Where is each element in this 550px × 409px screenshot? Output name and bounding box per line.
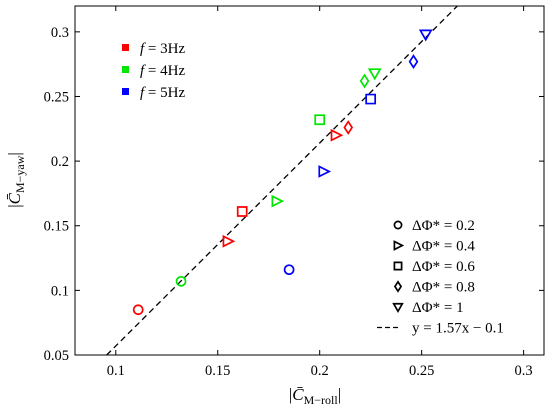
x-tick-label: 0.2 (311, 363, 329, 379)
data-points (132, 29, 433, 316)
x-tick-label: 0.25 (409, 363, 434, 379)
legend-color-label: f = 4Hz (140, 63, 185, 79)
x-tick-label: 0.3 (515, 363, 533, 379)
y-tick-label: 0.3 (51, 25, 69, 41)
legend-marker-label: ΔΦ* = 1 (412, 300, 464, 316)
plot-area (74, 5, 545, 356)
y-tick-label: 0.25 (44, 89, 69, 105)
y-tick-label: 0.15 (44, 219, 69, 235)
legend-marker-triangle-down (392, 302, 404, 314)
data-point-triangle-right (271, 194, 285, 208)
legend-color-swatch (122, 88, 129, 95)
data-point-square (365, 93, 377, 105)
data-point-triangle-right (330, 128, 344, 142)
data-point-square (314, 114, 326, 126)
legend-marker-label: ΔΦ* = 0.6 (412, 259, 475, 275)
legend-marker-label: ΔΦ* = 0.8 (412, 280, 475, 296)
y-tick-label: 0.1 (51, 283, 69, 299)
data-point-triangle-down (418, 29, 433, 42)
y-tick-label: 0.05 (44, 348, 69, 364)
fit-line-group (106, 5, 458, 356)
data-point-triangle-right (318, 165, 332, 178)
data-point-diamond (359, 73, 370, 89)
legend-marker-circle (393, 220, 403, 230)
legend-marker-diamond (393, 280, 403, 293)
legend-marker-square (393, 261, 403, 271)
y-axis-label: |C̄M−yaw| (5, 152, 27, 208)
legend-color-label: f = 5Hz (140, 85, 185, 101)
color-legend: f = 3Hz f = 4Hz f = 5Hz (122, 41, 185, 101)
axis-ticks: 0.1 0.15 0.2 0.25 0.3 0.05 0.1 0.15 0.2 0.25 0.3 (44, 6, 544, 379)
marker-legend: ΔΦ* = 0.2 ΔΦ* = 0.4 ΔΦ* = 0.6 ΔΦ* = 0.8 ΔΦ* … (377, 218, 504, 337)
data-point-triangle-right (222, 234, 236, 248)
x-tick-label: 0.15 (205, 363, 230, 379)
legend-color-swatch (122, 44, 129, 51)
data-point-diamond (408, 54, 419, 69)
legend-color-label: f = 3Hz (140, 41, 185, 57)
y-tick-label: 0.2 (51, 154, 69, 170)
legend-marker-triangle-right (393, 240, 405, 251)
data-point-circle (132, 304, 144, 316)
data-point-square (236, 206, 248, 217)
x-axis-label: |C̄M−roll| (289, 385, 341, 407)
legend-marker-label: ΔΦ* = 0.4 (412, 239, 475, 255)
legend-color-swatch (122, 66, 129, 73)
data-point-circle (283, 264, 295, 276)
fit-line (106, 5, 458, 356)
legend-marker-label: y = 1.57x − 0.1 (412, 321, 504, 337)
data-point-diamond (343, 120, 354, 135)
data-point-triangle-down (367, 68, 382, 81)
data-point-circle (175, 275, 187, 287)
legend-marker-label: ΔΦ* = 0.2 (412, 218, 475, 234)
x-tick-label: 0.1 (107, 363, 125, 379)
